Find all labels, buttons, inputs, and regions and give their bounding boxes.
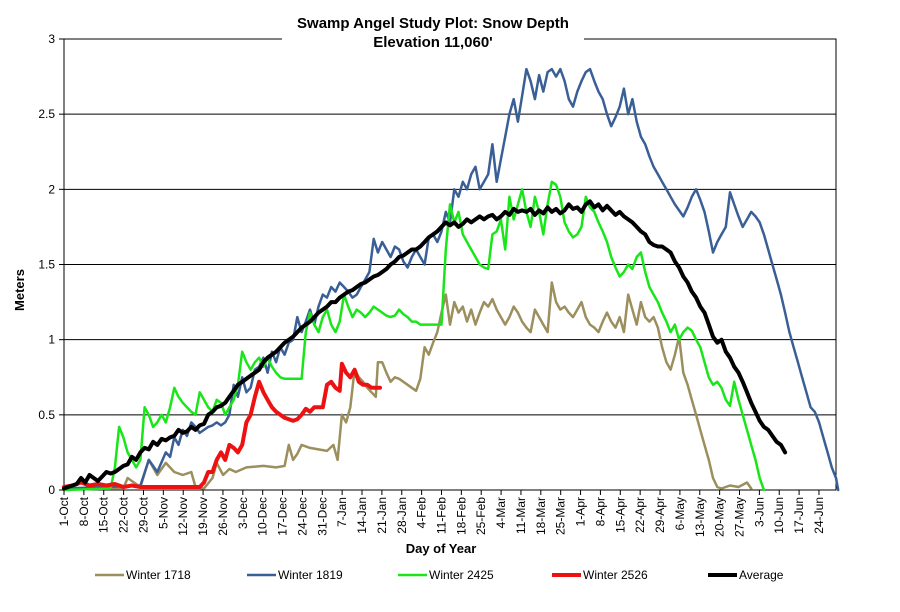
x-tick-label: 10-Jun	[772, 497, 786, 534]
y-tick-label: 0.5	[38, 408, 55, 422]
x-tick-label: 17-Jun	[792, 497, 806, 534]
x-tick-label: 4-Feb	[415, 497, 429, 529]
legend-label-average: Average	[739, 568, 784, 582]
x-tick-label: 18-Mar	[534, 497, 548, 535]
y-axis-ticks: 0 0.5 1 1.5 2 2.5 3	[38, 32, 64, 497]
x-tick-label: 29-Oct	[136, 496, 150, 533]
y-axis-title: Meters	[12, 269, 27, 311]
x-tick-label: 22-Apr	[633, 497, 647, 533]
x-tick-label: 19-Nov	[196, 497, 210, 536]
x-tick-label: 8-Oct	[77, 496, 91, 526]
x-tick-label: 29-Apr	[653, 497, 667, 533]
x-tick-label: 1-Apr	[574, 497, 588, 526]
x-tick-label: 25-Feb	[474, 497, 488, 535]
series-lines	[62, 67, 840, 492]
legend-label-winter-2425: Winter 2425	[429, 568, 494, 582]
y-tick-label: 3	[48, 32, 55, 46]
x-tick-label: 20-May	[713, 497, 727, 537]
legend-label-winter-2526: Winter 2526	[583, 568, 648, 582]
x-tick-label: 24-Dec	[295, 497, 309, 536]
title-background	[282, 10, 584, 52]
x-axis-title: Day of Year	[406, 541, 477, 556]
series-line-winter-1718	[62, 281, 753, 490]
y-tick-label: 0	[48, 483, 55, 497]
x-tick-label: 15-Apr	[613, 497, 627, 533]
y-tick-label: 2.5	[38, 107, 55, 121]
y-tick-label: 2	[48, 182, 55, 196]
y-tick-label: 1.5	[38, 258, 55, 272]
x-tick-label: 5-Nov	[156, 497, 170, 529]
x-tick-label: 6-May	[673, 497, 687, 530]
x-tick-label: 17-Dec	[276, 497, 290, 536]
legend: Winter 1718 Winter 1819 Winter 2425 Winter …	[95, 568, 784, 582]
x-tick-label: 7-Jan	[335, 497, 349, 527]
series-line-average	[62, 199, 788, 491]
x-tick-label: 1-Oct	[57, 496, 71, 526]
x-tick-label: 15-Oct	[97, 496, 111, 533]
x-tick-label: 28-Jan	[395, 497, 409, 534]
x-tick-label: 11-Feb	[434, 497, 448, 534]
x-tick-label: 21-Jan	[375, 497, 389, 534]
x-tick-label: 10-Dec	[256, 497, 270, 536]
series-line-winter-2425	[62, 180, 766, 492]
x-tick-label: 31-Dec	[315, 497, 329, 536]
y-tick-label: 1	[48, 333, 55, 347]
legend-label-winter-1718: Winter 1718	[126, 568, 191, 582]
x-tick-label: 14-Jan	[355, 497, 369, 534]
x-tick-label: 4-Mar	[494, 497, 508, 528]
series-line-winter-2526	[62, 361, 382, 489]
x-tick-label: 27-May	[733, 497, 747, 537]
x-tick-label: 26-Nov	[216, 497, 230, 536]
chart-subtitle: Elevation 11,060'	[373, 34, 492, 51]
x-tick-label: 3-Jun	[752, 497, 766, 527]
chart-title: Swamp Angel Study Plot: Snow Depth	[297, 15, 569, 32]
x-tick-label: 13-May	[693, 497, 707, 537]
x-tick-label: 8-Apr	[593, 497, 607, 526]
x-tick-label: 18-Feb	[454, 497, 468, 535]
x-tick-label: 25-Mar	[554, 497, 568, 535]
x-tick-label: 22-Oct	[117, 496, 131, 533]
legend-label-winter-1819: Winter 1819	[278, 568, 343, 582]
x-tick-label: 3-Dec	[236, 497, 250, 529]
x-tick-label: 24-Jun	[812, 497, 826, 534]
x-tick-label: 12-Nov	[176, 497, 190, 536]
x-tick-label: 11-Mar	[514, 497, 528, 534]
x-axis-ticks: 1-Oct 8-Oct 15-Oct 22-Oct 29-Oct 5-Nov 12-Nov 1…	[57, 490, 826, 537]
gridlines	[64, 113, 836, 416]
